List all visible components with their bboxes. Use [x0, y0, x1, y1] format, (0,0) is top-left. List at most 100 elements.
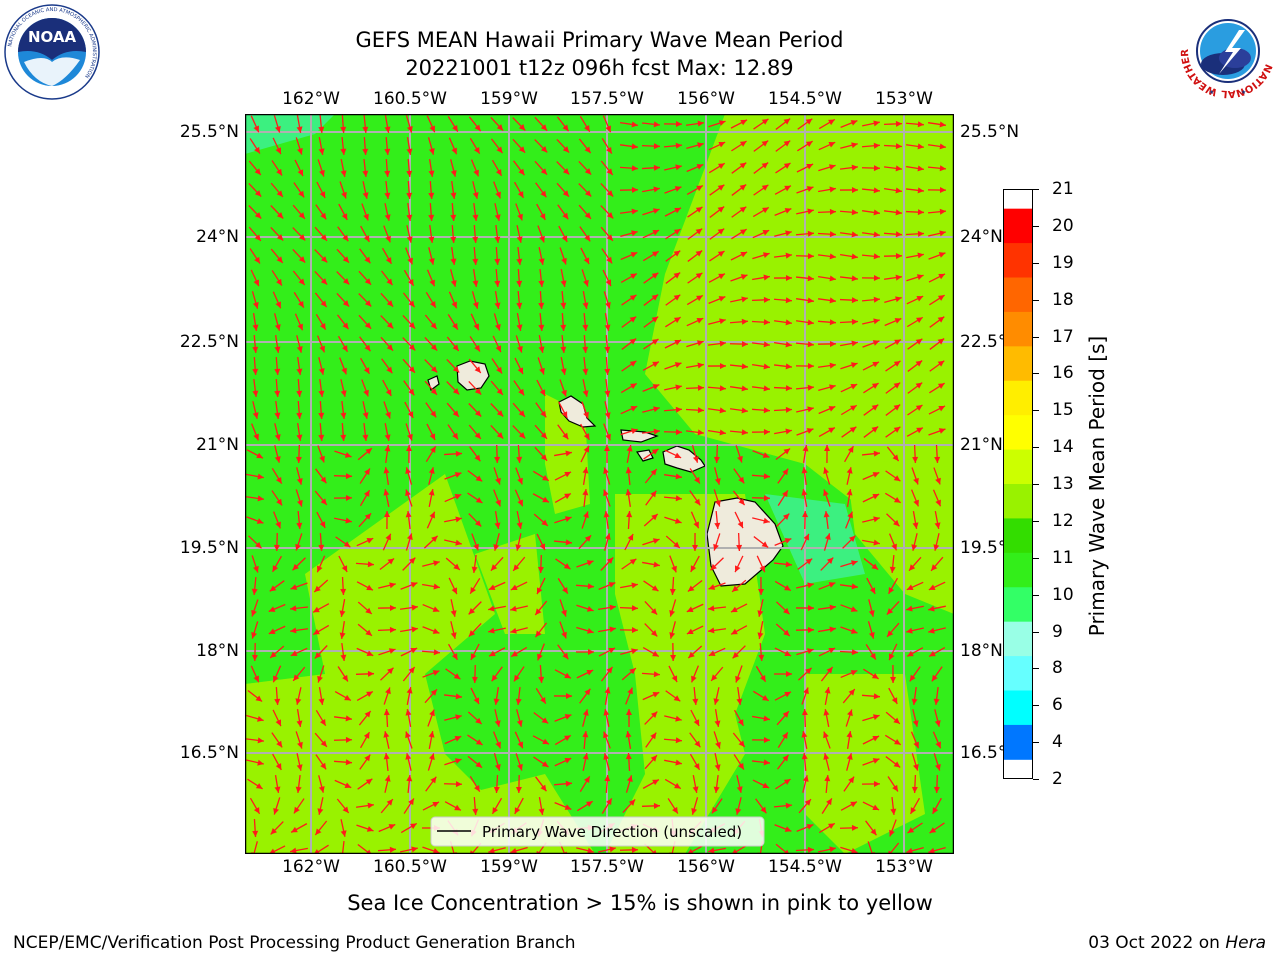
wave-direction-arrowhead: [488, 584, 496, 590]
wave-direction-arrowhead: [252, 390, 259, 397]
wave-direction-arrowhead: [494, 258, 501, 265]
wave-direction-arrowhead: [582, 302, 589, 309]
wave-direction-arrowhead: [763, 319, 770, 326]
wave-direction-arrowhead: [651, 272, 659, 279]
wave-direction-arrowhead: [429, 511, 435, 519]
wave-direction-arrowhead: [739, 206, 747, 213]
wave-direction-arrowhead: [257, 495, 264, 502]
lat-tick-left: 19.5°N: [179, 538, 239, 558]
lat-tick-left: 22.5°N: [179, 332, 239, 352]
wave-direction-arrowhead: [913, 477, 919, 485]
wave-direction-arrowhead: [432, 670, 440, 676]
wave-direction-arrowhead: [631, 846, 638, 853]
wave-direction-arrowhead: [933, 698, 940, 705]
wave-direction-arrowhead: [565, 539, 572, 546]
wave-direction-arrowhead: [696, 340, 704, 346]
wave-direction-arrowhead: [339, 610, 346, 617]
wave-direction-arrowhead: [763, 341, 770, 348]
wave-direction-arrowhead: [320, 278, 328, 285]
colorbar-tick-mark: [1033, 742, 1039, 744]
wave-direction-arrowhead: [694, 476, 700, 484]
wave-direction-arrowhead: [386, 799, 393, 806]
wave-direction-arrowhead: [320, 256, 328, 263]
wave-direction-arrowhead: [540, 432, 547, 439]
wave-direction-arrowhead: [826, 798, 832, 806]
wave-direction-arrowhead: [472, 302, 479, 309]
wave-direction-arrowhead: [474, 388, 482, 395]
wave-direction-arrowhead: [692, 698, 699, 705]
wave-direction-arrowhead: [730, 606, 738, 613]
wave-direction-arrowhead: [540, 146, 548, 153]
wave-direction-arrowhead: [895, 252, 902, 259]
wave-direction-arrowhead: [892, 784, 898, 792]
wave-direction-arrowhead: [652, 650, 659, 657]
wave-direction-arrowhead: [694, 498, 701, 506]
wave-direction-arrowhead: [917, 187, 924, 194]
wave-direction-arrowhead: [603, 709, 610, 716]
wave-direction-arrowhead: [340, 170, 347, 177]
wave-direction-arrowhead: [339, 632, 346, 639]
wave-direction-arrowhead: [760, 806, 767, 814]
wave-direction-arrowhead: [561, 631, 567, 639]
wave-direction-arrowhead: [344, 782, 352, 788]
wave-direction-arrowhead: [669, 632, 676, 639]
wave-direction-arrowhead: [290, 847, 297, 854]
wave-direction-arrowhead: [916, 274, 924, 280]
wave-direction-arrowhead: [801, 467, 808, 474]
wave-direction-arrowhead: [297, 169, 304, 177]
wave-direction-arrowhead: [736, 698, 743, 705]
wave-direction-arrowhead: [384, 214, 391, 221]
wave-direction-arrowhead: [385, 389, 392, 396]
wave-direction-arrowhead: [516, 456, 523, 463]
wave-direction-arrowhead: [318, 126, 325, 133]
svg-text:★: ★: [1209, 89, 1214, 96]
wave-direction-arrowhead: [696, 164, 704, 170]
wave-direction-arrowhead: [473, 543, 479, 551]
wave-direction-arrowhead: [428, 258, 435, 265]
wave-direction-arrowhead: [630, 428, 638, 434]
wave-direction-arrowhead: [715, 741, 721, 749]
wave-direction-arrowhead: [344, 452, 352, 458]
wave-direction-arrowhead: [364, 300, 372, 307]
wave-direction-arrows: [245, 114, 947, 854]
lat-tick-left: 24°N: [196, 227, 239, 247]
wave-direction-arrowhead: [364, 322, 372, 329]
wave-direction-arrowhead: [384, 434, 391, 441]
map-border: [245, 114, 954, 854]
colorbar-tick-mark: [1033, 189, 1039, 190]
wave-direction-arrowhead: [295, 786, 302, 793]
wave-direction-arrowhead: [560, 280, 567, 287]
lat-tick-right: 25.5°N: [960, 122, 1020, 142]
noaa-logo: NATIONAL OCEANIC AND ATMOSPHERIC ADMINIS…: [4, 4, 100, 100]
colorbar-tick-label: 16: [1052, 363, 1074, 384]
wave-direction-arrowhead: [541, 761, 549, 767]
wave-direction-arrowhead: [516, 258, 523, 265]
wave-direction-arrowhead: [587, 627, 594, 634]
wave-direction-arrowhead: [826, 666, 833, 674]
wave-direction-arrowhead: [713, 543, 719, 551]
wave-direction-arrowhead: [540, 696, 546, 704]
wave-direction-arrowhead: [253, 675, 259, 683]
wave-direction-arrowhead: [939, 208, 946, 215]
land-masses: [427, 360, 784, 587]
colorbar-band: [1004, 621, 1032, 657]
wave-direction-arrowhead: [850, 606, 858, 612]
wave-direction-arrowhead: [829, 231, 836, 238]
wave-direction-arrowhead: [252, 368, 259, 375]
wave-direction-arrowhead: [564, 804, 572, 810]
wave-direction-arrowhead: [674, 207, 681, 214]
wave-direction-arrowhead: [653, 121, 660, 128]
wave-direction-arrowhead: [829, 846, 836, 853]
wave-direction-arrowhead: [341, 213, 348, 220]
wave-direction-arrowhead: [253, 565, 259, 573]
map-legend: Primary Wave Direction (unscaled): [430, 816, 765, 847]
colorbar-band: [1004, 449, 1032, 485]
wave-direction-arrowhead: [938, 252, 946, 258]
wave-direction-arrowhead: [366, 584, 373, 591]
wave-direction-arrowhead: [741, 429, 748, 436]
wave-direction-arrowhead: [452, 366, 460, 373]
wave-direction-arrowhead: [604, 412, 611, 419]
wave-direction-arrowhead: [273, 675, 279, 683]
wave-direction-arrowhead: [670, 654, 677, 661]
wave-direction-arrowhead: [319, 191, 326, 199]
